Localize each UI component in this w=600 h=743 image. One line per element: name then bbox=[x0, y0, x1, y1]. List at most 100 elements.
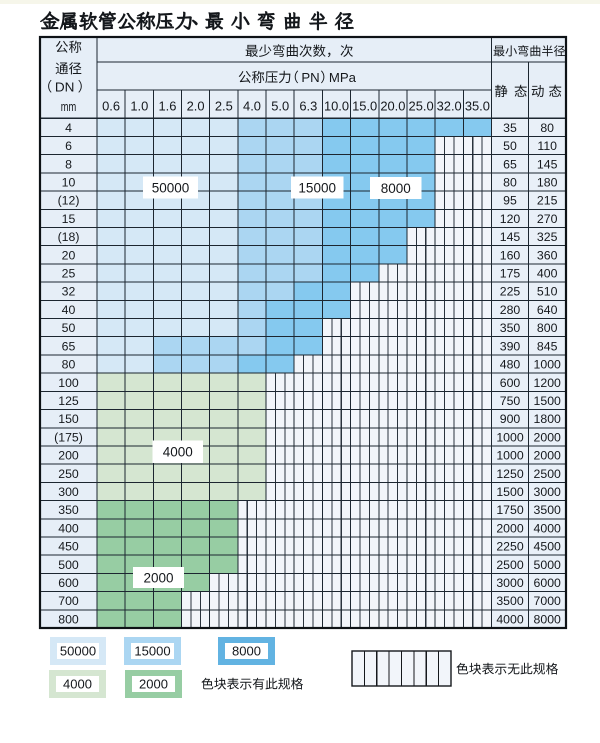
svg-text:65: 65 bbox=[62, 339, 76, 353]
svg-text:2000: 2000 bbox=[534, 449, 562, 463]
svg-text:125: 125 bbox=[58, 394, 79, 408]
svg-text:10.0: 10.0 bbox=[324, 99, 349, 114]
svg-text:65: 65 bbox=[503, 157, 517, 171]
svg-text:100: 100 bbox=[58, 376, 79, 390]
svg-text:40: 40 bbox=[62, 303, 76, 317]
svg-text:510: 510 bbox=[537, 285, 558, 299]
svg-text:32.0: 32.0 bbox=[437, 99, 462, 114]
svg-text:(18): (18) bbox=[58, 230, 80, 244]
svg-text:6.3: 6.3 bbox=[299, 99, 317, 114]
svg-text:8: 8 bbox=[65, 157, 72, 171]
svg-text:250: 250 bbox=[58, 467, 79, 481]
svg-text:PN: PN bbox=[301, 70, 319, 85]
svg-text:35.0: 35.0 bbox=[465, 99, 490, 114]
svg-text:50: 50 bbox=[503, 139, 517, 153]
svg-text:80: 80 bbox=[540, 121, 554, 135]
svg-text:2000: 2000 bbox=[143, 570, 173, 585]
svg-text:4: 4 bbox=[65, 121, 72, 135]
svg-text:1000: 1000 bbox=[496, 430, 524, 444]
svg-text:mm: mm bbox=[61, 99, 77, 114]
svg-text:2000: 2000 bbox=[496, 521, 524, 535]
svg-text:3000: 3000 bbox=[496, 576, 524, 590]
svg-text:DN: DN bbox=[55, 79, 75, 94]
svg-text:225: 225 bbox=[500, 285, 521, 299]
svg-text:1000: 1000 bbox=[496, 449, 524, 463]
svg-text:180: 180 bbox=[537, 176, 558, 190]
svg-text:6000: 6000 bbox=[534, 576, 562, 590]
svg-text:300: 300 bbox=[58, 485, 79, 499]
svg-text:2250: 2250 bbox=[496, 540, 524, 554]
svg-text:150: 150 bbox=[58, 412, 79, 426]
svg-text:15: 15 bbox=[62, 212, 76, 226]
svg-text:800: 800 bbox=[58, 612, 79, 626]
svg-text:1.0: 1.0 bbox=[130, 99, 148, 114]
svg-text:1000: 1000 bbox=[534, 358, 562, 372]
svg-text:15000: 15000 bbox=[134, 644, 170, 659]
svg-text:1250: 1250 bbox=[496, 467, 524, 481]
svg-text:175: 175 bbox=[500, 267, 521, 281]
svg-text:900: 900 bbox=[500, 412, 521, 426]
svg-text:2.0: 2.0 bbox=[187, 99, 205, 114]
svg-text:3500: 3500 bbox=[496, 594, 524, 608]
svg-text:50000: 50000 bbox=[152, 180, 190, 195]
svg-text:50000: 50000 bbox=[60, 644, 96, 659]
svg-text:700: 700 bbox=[58, 594, 79, 608]
svg-text:32: 32 bbox=[62, 285, 76, 299]
svg-text:215: 215 bbox=[537, 194, 558, 208]
svg-text:845: 845 bbox=[537, 339, 558, 353]
svg-text:95: 95 bbox=[503, 194, 517, 208]
svg-text:200: 200 bbox=[58, 449, 79, 463]
svg-text:325: 325 bbox=[537, 230, 558, 244]
svg-text:15.0: 15.0 bbox=[352, 99, 377, 114]
svg-text:4.0: 4.0 bbox=[243, 99, 261, 114]
svg-text:4000: 4000 bbox=[496, 612, 524, 626]
svg-text:2500: 2500 bbox=[496, 558, 524, 572]
svg-text:8000: 8000 bbox=[232, 644, 261, 659]
svg-text:110: 110 bbox=[537, 139, 557, 153]
svg-text:10: 10 bbox=[62, 176, 76, 190]
svg-text:1.6: 1.6 bbox=[158, 99, 176, 114]
svg-text:400: 400 bbox=[537, 267, 558, 281]
svg-text:120: 120 bbox=[500, 212, 521, 226]
svg-text:50: 50 bbox=[62, 321, 76, 335]
svg-text:15000: 15000 bbox=[298, 180, 336, 195]
svg-text:145: 145 bbox=[500, 230, 521, 244]
svg-text:640: 640 bbox=[537, 303, 558, 317]
svg-text:270: 270 bbox=[537, 212, 558, 226]
svg-text:145: 145 bbox=[537, 157, 558, 171]
svg-text:1800: 1800 bbox=[534, 412, 562, 426]
svg-text:2000: 2000 bbox=[534, 430, 562, 444]
svg-text:450: 450 bbox=[58, 540, 79, 554]
svg-text:600: 600 bbox=[500, 376, 521, 390]
svg-text:8000: 8000 bbox=[534, 612, 562, 626]
svg-text:160: 160 bbox=[500, 248, 521, 262]
svg-text:MPa: MPa bbox=[329, 70, 357, 85]
svg-text:350: 350 bbox=[500, 321, 521, 335]
svg-text:280: 280 bbox=[500, 303, 521, 317]
svg-text:360: 360 bbox=[537, 248, 558, 262]
svg-text:4000: 4000 bbox=[63, 677, 92, 692]
svg-text:0.6: 0.6 bbox=[102, 99, 120, 114]
svg-text:6: 6 bbox=[65, 139, 72, 153]
svg-text:2000: 2000 bbox=[139, 677, 168, 692]
svg-text:1500: 1500 bbox=[496, 485, 524, 499]
svg-text:25: 25 bbox=[62, 267, 76, 281]
svg-text:(175): (175) bbox=[54, 430, 83, 444]
svg-text:3000: 3000 bbox=[534, 485, 562, 499]
svg-text:4000: 4000 bbox=[163, 445, 193, 460]
svg-text:8000: 8000 bbox=[381, 181, 411, 196]
svg-text:390: 390 bbox=[500, 339, 521, 353]
svg-text:350: 350 bbox=[58, 503, 79, 517]
svg-text:80: 80 bbox=[503, 176, 517, 190]
svg-text:3500: 3500 bbox=[534, 503, 562, 517]
svg-text:1200: 1200 bbox=[534, 376, 562, 390]
svg-text:600: 600 bbox=[58, 576, 79, 590]
svg-text:80: 80 bbox=[62, 358, 76, 372]
svg-text:1500: 1500 bbox=[534, 394, 562, 408]
svg-text:(12): (12) bbox=[58, 194, 80, 208]
svg-text:750: 750 bbox=[500, 394, 521, 408]
svg-text:7000: 7000 bbox=[534, 594, 562, 608]
svg-text:4500: 4500 bbox=[534, 540, 562, 554]
svg-text:480: 480 bbox=[500, 358, 521, 372]
svg-text:25.0: 25.0 bbox=[409, 99, 434, 114]
